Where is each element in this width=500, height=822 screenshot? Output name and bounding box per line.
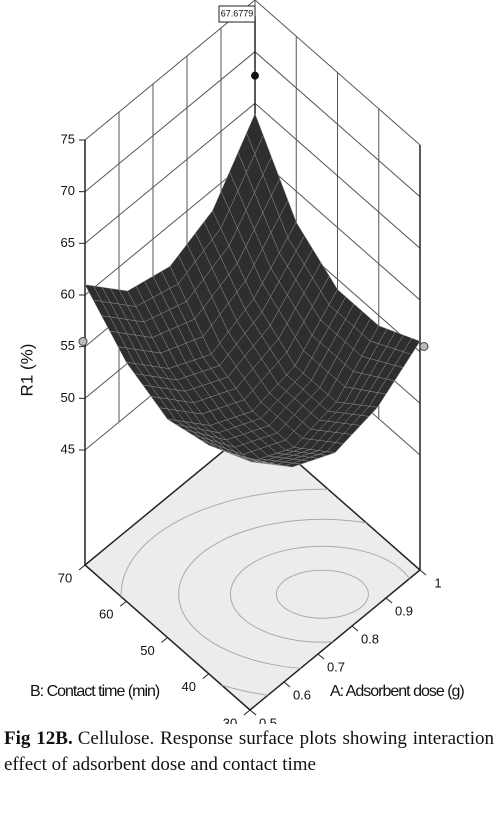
y-tick-label: 40 — [182, 679, 196, 694]
x-tick-label: 0.9 — [395, 603, 413, 618]
y-tick — [243, 709, 251, 716]
y-tick-label: 70 — [58, 570, 72, 585]
caption-label: Fig 12B. — [4, 728, 73, 749]
side-marker — [419, 342, 429, 351]
z-tick-label: 50 — [61, 390, 75, 405]
y-axis-label: B: Contact time (min) — [30, 683, 160, 700]
x-tick-label: 0.6 — [293, 687, 311, 702]
z-axis-label: R1 (%) — [17, 344, 36, 397]
x-tick — [419, 569, 427, 576]
caption-text: Cellulose. Response surface plots showin… — [4, 728, 494, 775]
caption: Fig 12B. Cellulose. Response surface plot… — [4, 726, 494, 778]
side-marker — [78, 337, 88, 346]
z-tick-label: 75 — [61, 131, 75, 146]
annotation-marker — [251, 71, 259, 80]
contour — [275, 569, 369, 619]
x-tick — [249, 709, 257, 716]
x-tick-label: 0.8 — [361, 631, 379, 646]
z-tick-label: 60 — [61, 286, 75, 301]
annotation-label: 67.6779 — [221, 8, 254, 18]
floor — [83, 424, 422, 711]
x-tick-label: 0.5 — [259, 715, 277, 724]
y-tick-label: 30 — [223, 715, 237, 724]
y-tick-label: 50 — [140, 643, 154, 658]
x-tick-label: 1 — [434, 575, 441, 590]
y-tick — [119, 600, 127, 607]
z-tick-label: 45 — [61, 441, 75, 456]
chart: R1 (%) B: Contact time (min) A: Adsorben… — [17, 0, 465, 724]
y-tick — [161, 637, 168, 643]
y-tick — [78, 564, 86, 571]
z-tick-label: 55 — [61, 338, 75, 353]
grid-line — [84, 0, 421, 146]
annotation-box — [218, 5, 256, 23]
x-tick — [351, 625, 359, 632]
y-tick — [202, 673, 210, 680]
x-tick-label: 0.7 — [327, 659, 345, 674]
z-tick-label: 70 — [61, 183, 75, 198]
y-tick-label: 60 — [99, 607, 113, 622]
x-tick — [283, 681, 291, 688]
surface-patch — [241, 457, 259, 463]
x-tick — [385, 597, 393, 604]
x-axis-label: A: Adsorbent dose (g) — [330, 683, 464, 700]
x-tick — [317, 653, 325, 660]
z-tick-label: 65 — [61, 235, 75, 250]
